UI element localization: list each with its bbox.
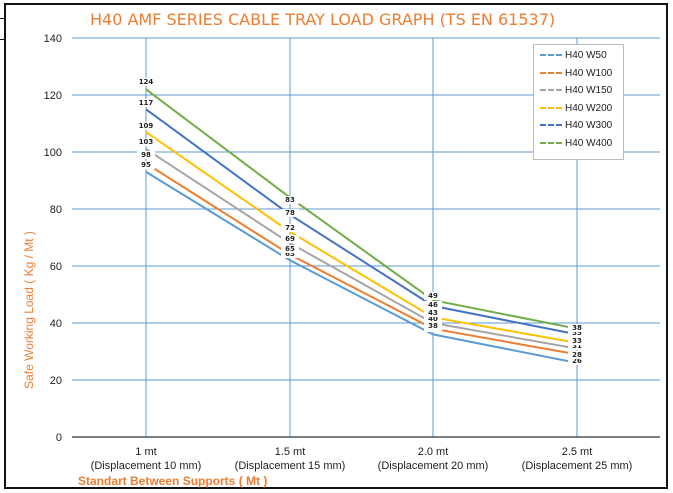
legend-item: H40 W200 [540,103,612,117]
legend-swatch [540,71,562,74]
legend: H40 W50 H40 W100 H40 W150 H40 W200 H40 W300 H… [533,44,624,160]
x-axis-label: Standart Between Supports ( Mt ) [78,474,268,488]
data-label: 103 [139,138,154,146]
data-label-bg [424,292,442,300]
data-label-bg [568,324,586,332]
data-label: 49 [428,292,438,300]
data-label: 28 [572,351,582,359]
x-tick-label: 1 mt [135,446,156,458]
data-label-bg [137,99,155,107]
data-label: 117 [139,99,154,107]
data-label-bg [281,250,299,258]
data-label: 40 [428,315,438,323]
y-tick-label: 40 [50,318,62,330]
legend-label: H40 W400 [565,137,613,149]
data-label: 69 [285,235,295,243]
data-label: 65 [285,245,295,253]
legend-item: H40 W150 [540,85,612,99]
data-label-bg [281,196,299,204]
data-label: 31 [572,342,582,350]
x-tick-sublabel: (Displacement 10 mm) [91,460,202,472]
x-tick-label: 2.0 mt [418,446,449,458]
legend-swatch [540,54,562,57]
data-label-bg [281,209,299,217]
data-label-bg [568,337,586,345]
series-line [145,131,578,344]
data-label: 72 [285,224,295,232]
y-tick-label: 120 [44,90,62,102]
x-tick-sublabel: (Displacement 20 mm) [378,460,489,472]
chart-title: H40 AMF SERIES CABLE TRAY LOAD GRAPH (TS… [90,10,556,29]
y-tick-label: 0 [56,432,62,444]
data-label: 83 [285,196,295,204]
data-label-bg [568,357,586,365]
series-line [145,148,578,350]
legend-swatch [540,124,562,127]
data-label: 109 [139,122,154,130]
data-label-bg [281,224,299,232]
y-tick-label: 80 [50,204,62,216]
data-label: 124 [139,78,154,86]
y-tick-label: 100 [44,147,62,159]
data-label-bg [281,235,299,243]
data-label-bg [137,122,155,130]
y-axis-label: Safe Working Load ( Kg / Mt ) [22,231,36,389]
data-label-bg [424,315,442,323]
data-label: 35 [572,329,582,337]
data-label-bg [568,342,586,350]
legend-swatch [540,106,562,109]
x-tick-label: 1.5 mt [275,446,306,458]
data-label-bg [137,161,155,169]
legend-item: H40 W300 [540,120,612,134]
data-label: 98 [141,151,151,159]
data-label-bg [568,351,586,359]
data-label: 43 [428,309,438,317]
legend-item: H40 W400 [540,138,612,152]
legend-label: H40 W150 [565,85,613,96]
x-tick-label: 2.5 mt [562,446,593,458]
series-line [145,88,578,330]
data-label-bg [137,138,155,146]
data-label: 95 [141,161,151,169]
y-tick-label: 20 [50,375,62,387]
data-label: 63 [285,250,295,258]
data-label-bg [424,322,442,330]
legend-label: H40 W200 [565,102,613,114]
series-line [145,162,578,356]
y-tick-label: 140 [44,33,62,45]
legend-swatch [540,141,562,144]
data-label-bg [424,309,442,317]
x-tick-sublabel: (Displacement 25 mm) [522,460,633,472]
data-label: 26 [572,357,582,365]
series-line [145,108,578,336]
data-label-bg [137,151,155,159]
legend-label: H40 W300 [565,120,613,131]
legend-label: H40 W50 [565,50,607,61]
data-label-bg [424,301,442,309]
legend-item: H40 W50 [540,50,607,64]
legend-label: H40 W100 [565,67,613,79]
y-tick-label: 60 [50,261,62,273]
corner-mark [0,18,6,40]
data-label: 78 [285,209,295,217]
data-label-bg [281,245,299,253]
data-label: 46 [428,301,438,309]
legend-swatch [540,89,562,92]
chart-border [4,3,668,489]
data-label: 33 [572,337,582,345]
data-label-bg [568,329,586,337]
x-tick-sublabel: (Displacement 15 mm) [235,460,346,472]
data-label: 38 [572,324,582,332]
data-label-bg [137,78,155,86]
legend-item: H40 W100 [540,68,612,82]
series-line [145,171,578,364]
data-label: 38 [428,322,438,330]
